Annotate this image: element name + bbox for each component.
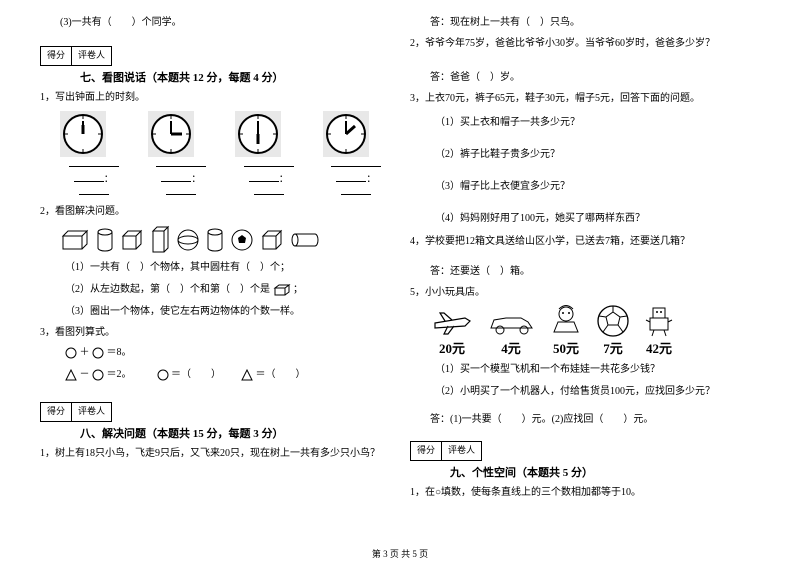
toy-car-icon [486, 310, 536, 338]
cuboid-inline-icon [273, 283, 291, 297]
q7-3: 3，看图列算式。 [40, 325, 390, 340]
section-9-title: 九、个性空间（本题共 5 分） [450, 465, 760, 482]
toy-plane-icon [430, 308, 474, 338]
colon-4: ： [366, 174, 376, 185]
colon-2: ： [191, 174, 201, 185]
q7-2-2b: ； [293, 284, 303, 295]
triangle-icon-2 [241, 369, 253, 381]
grader-label-9: 评卷人 [442, 442, 481, 460]
shape-cuboid-2 [150, 225, 170, 255]
circle-icon-3 [92, 369, 104, 381]
q8-5-2: （2）小明买了一个机器人，付给售货员100元，应找回多少元？ [435, 383, 760, 401]
toy-price-2: 50元 [548, 338, 584, 357]
toy-doll-icon [548, 304, 584, 338]
ans-8-1: 答：现在树上一共有（ ）只鸟。 [430, 14, 760, 32]
clock-3 [235, 111, 281, 157]
clocks-row: ： ： ： ： [60, 111, 390, 198]
score-box-8: 得分 评卷人 [40, 402, 112, 422]
colon-1: ： [104, 174, 114, 185]
q7-2-2a: （2）从左边数起，第（ ）个和第（ ）个是 [65, 284, 270, 295]
minus-sign: － [80, 369, 90, 380]
toy-ball-icon [596, 304, 630, 338]
toys-row: 20元 4元 50元 7元 42元 [430, 304, 760, 357]
eq2: ＝2。 [107, 369, 132, 380]
score-label-8: 得分 [41, 403, 72, 421]
q8-1: 1，树上有18只小鸟，飞走9只后，又飞来20只，现在树上一共有多少只小鸟？ [40, 446, 390, 461]
shape-sphere-1 [176, 228, 200, 252]
ans-8-2: 答：爸爸（ ）岁。 [430, 69, 760, 87]
q8-5: 5，小小玩具店。 [410, 285, 760, 300]
q7-2-2: （2）从左边数起，第（ ）个和第（ ）个是 ； [65, 281, 390, 299]
q8-3-4: （4）妈妈刚好用了100元，她买了哪两样东西？ [435, 210, 760, 228]
q8-3-3: （3）帽子比上衣便宜多少元？ [435, 178, 760, 196]
toy-price-1: 4元 [486, 338, 536, 357]
toy-price-0: 20元 [430, 338, 474, 357]
ans-8-5: 答：(1)一共要（ ）元。(2)应找回（ ）元。 [430, 411, 760, 429]
score-box-9: 得分 评卷人 [410, 441, 482, 461]
shape-cube-1 [120, 228, 144, 252]
q7-2: 2，看图解决问题。 [40, 204, 390, 219]
toy-robot-icon [642, 304, 676, 338]
q8-2: 2，爷爷今年75岁，爸爸比爷爷小30岁。当爷爷60岁时，爸爸多少岁？ [410, 36, 760, 51]
circle-ans: ＝（ ） [171, 369, 221, 380]
circle-icon-4 [157, 369, 169, 381]
q8-3-1: （1）买上衣和帽子一共多少元？ [435, 114, 760, 132]
section-8-title: 八、解决问题（本题共 15 分，每题 3 分） [80, 426, 390, 443]
q7-1: 1，写出钟面上的时刻。 [40, 90, 390, 105]
score-box-7: 得分 评卷人 [40, 46, 112, 66]
ans-8-4: 答：还要送（ ）箱。 [430, 263, 760, 281]
tri-ans: ＝（ ） [256, 369, 306, 380]
plus-sign: ＋ [80, 347, 90, 358]
circle-icon-2 [92, 347, 104, 359]
q8-4: 4，学校要把12箱文具送给山区小学，已送去7箱，还要送几箱？ [410, 234, 760, 249]
q8-3: 3，上衣70元，裤子65元，鞋子30元，帽子5元，回答下面的问题。 [410, 91, 760, 106]
circle-icon-1 [65, 347, 77, 359]
q7-2-1: （1）一共有（ ）个物体，其中圆柱有（ ）个； [65, 259, 390, 277]
q3-students: (3)一共有（ ）个同学。 [60, 14, 390, 32]
q7-3-eq1: ＋ ＝8。 [65, 344, 390, 362]
clock-1 [60, 111, 106, 157]
section-7-title: 七、看图说话（本题共 12 分，每题 4 分） [80, 70, 390, 87]
toy-price-3: 7元 [596, 338, 630, 357]
score-label-9: 得分 [411, 442, 442, 460]
toy-price-4: 42元 [642, 338, 676, 357]
shape-soccer [230, 228, 254, 252]
score-label: 得分 [41, 47, 72, 65]
triangle-icon-1 [65, 369, 77, 381]
page-footer: 第 3 页 共 5 页 [0, 547, 800, 560]
shape-cylinder-3 [290, 232, 320, 248]
shape-cylinder-2 [206, 227, 224, 253]
q9-1: 1，在○填数，使每条直线上的三个数相加都等于10。 [410, 485, 760, 500]
grader-label-8: 评卷人 [72, 403, 111, 421]
q7-3-eq2: － ＝2。 ＝（ ） ＝（ ） [65, 366, 390, 384]
eq8: ＝8。 [107, 347, 132, 358]
colon-3: ： [279, 174, 289, 185]
q7-2-3: （3）圈出一个物体，使它左右两边物体的个数一样。 [65, 303, 390, 321]
q8-3-2: （2）裤子比鞋子贵多少元？ [435, 146, 760, 164]
q8-5-1: （1）买一个模型飞机和一个布娃娃一共花多少钱？ [435, 361, 760, 379]
shape-cuboid-1 [60, 228, 90, 252]
shapes-row [60, 225, 390, 255]
shape-cube-2 [260, 228, 284, 252]
grader-label: 评卷人 [72, 47, 111, 65]
clock-2 [148, 111, 194, 157]
shape-cylinder-1 [96, 227, 114, 253]
clock-4 [323, 111, 369, 157]
